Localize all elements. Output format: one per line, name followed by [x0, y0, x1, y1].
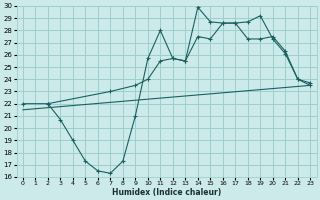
X-axis label: Humidex (Indice chaleur): Humidex (Indice chaleur)	[112, 188, 221, 197]
